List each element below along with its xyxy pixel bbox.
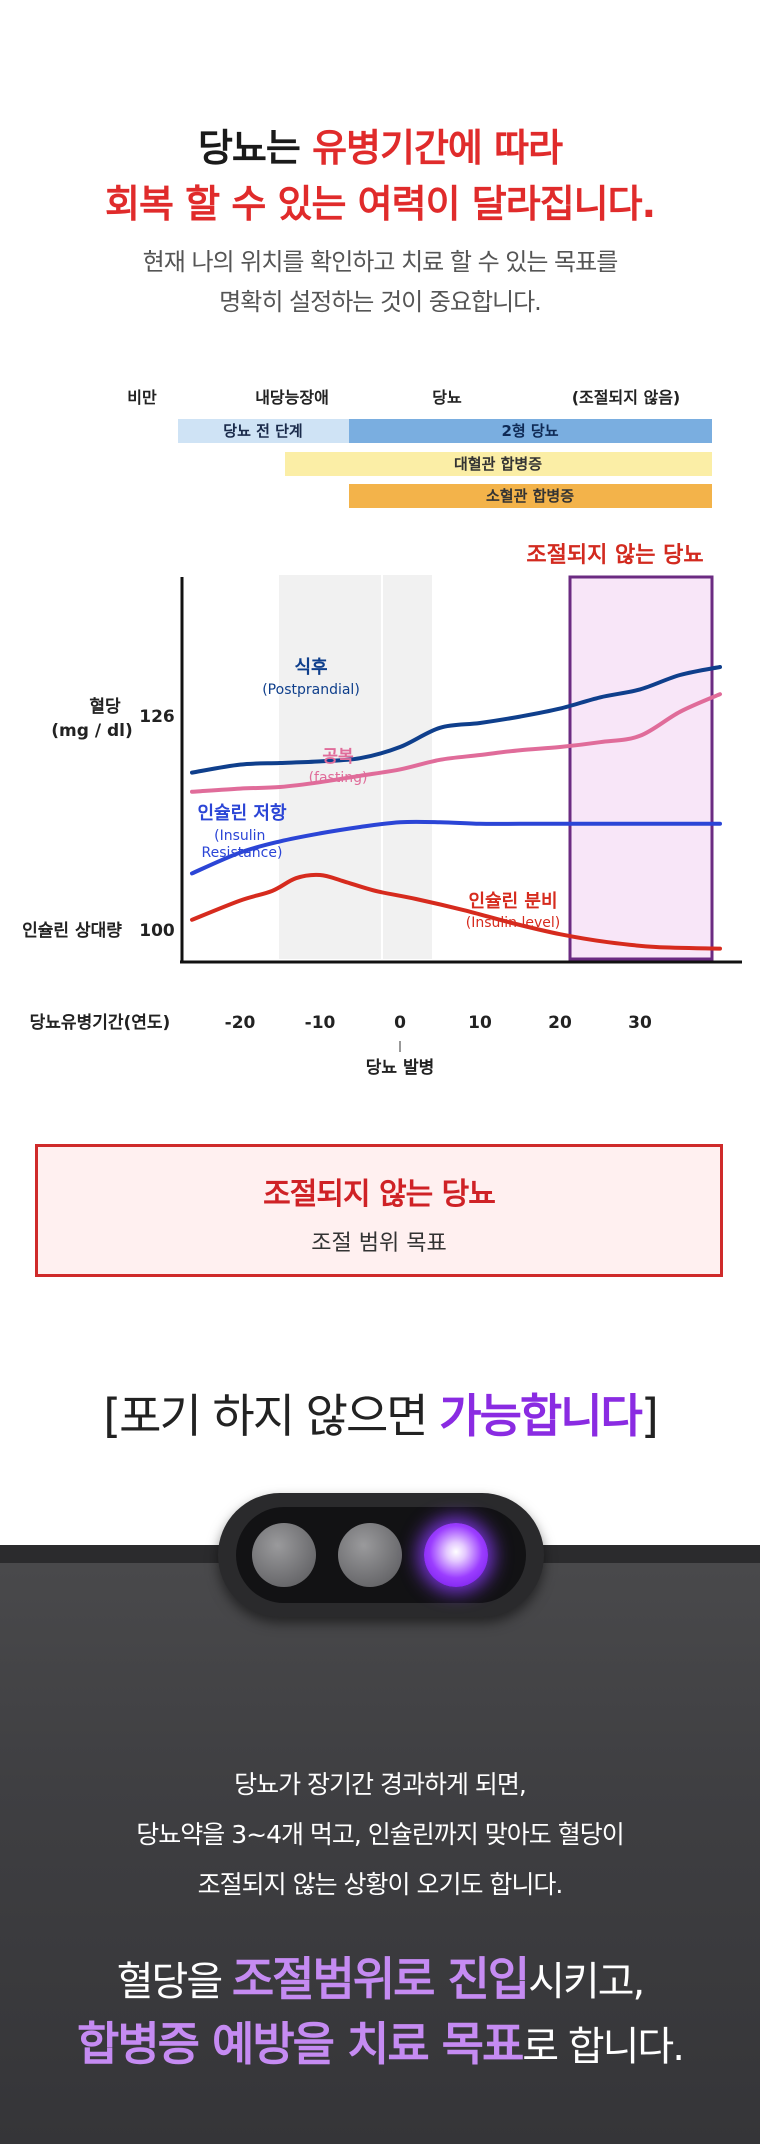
series-line-resistance bbox=[190, 819, 722, 876]
series-label-resistance: 인슐린 저항 bbox=[197, 803, 287, 824]
slogan-highlight: 가능합니다 bbox=[439, 1389, 643, 1443]
final-line-1: 혈당을 조절범위로 진입시키고, bbox=[0, 1948, 760, 2013]
goal-subtitle: 조절 범위 목표 bbox=[311, 1231, 447, 1256]
y-label-glucose-1: 혈당 bbox=[89, 696, 121, 717]
x-tick-label: 30 bbox=[628, 1013, 652, 1033]
hero-title-line2: 회복 할 수 있는 여력이 달라집니다. bbox=[104, 182, 656, 226]
diabetes-progression-chart: 비만 내당능장애 당뇨 (조절되지 않음) 당뇨 전 단계 2형 당뇨 대혈관 … bbox=[22, 388, 742, 1078]
uncontrolled-highlight-label: 조절되지 않는 당뇨 bbox=[526, 543, 703, 568]
goal-title: 조절되지 않는 당뇨 bbox=[263, 1177, 496, 1212]
stage-header-obesity: 비만 bbox=[127, 388, 157, 407]
hero-section: 당뇨는 유병기간에 따라 회복 할 수 있는 여력이 달라집니다. 현재 나의 … bbox=[0, 120, 760, 322]
series-label-fasting: 공복 bbox=[322, 747, 354, 767]
traffic-light-housing bbox=[236, 1507, 526, 1603]
uncontrolled-highlight-box bbox=[568, 575, 714, 961]
y-value-126: 126 bbox=[139, 707, 175, 727]
series-label-fasting-en: (fasting) bbox=[309, 770, 368, 786]
x-tick-label: -10 bbox=[305, 1013, 336, 1033]
band-igt bbox=[279, 575, 381, 959]
series-label-resistance-en-1: (Insulin bbox=[214, 828, 265, 844]
x-tick-label: 10 bbox=[468, 1013, 492, 1033]
stage-bar-type2-label: 2형 당뇨 bbox=[501, 422, 558, 440]
stage-header-uncontrolled: (조절되지 않음) bbox=[572, 388, 681, 407]
final-line-2-tail: 로 합니다. bbox=[522, 2024, 685, 2070]
dark-line-1: 당뇨가 장기간 경과하게 되면, bbox=[234, 1770, 527, 1799]
hero-subtitle-line1: 현재 나의 위치를 확인하고 치료 할 수 있는 목표를 bbox=[142, 248, 619, 276]
y-label-glucose: 혈당 (mg / dl) bbox=[51, 696, 132, 741]
final-line-2: 합병증 예방을 치료 목표로 합니다. bbox=[0, 2013, 760, 2078]
series-label-resistance-en: (Insulin Resistance) bbox=[202, 828, 283, 861]
final-statement: 혈당을 조절범위로 진입시키고, 합병증 예방을 치료 목표로 합니다. bbox=[0, 1948, 760, 2078]
dark-line-3: 조절되지 않는 상황이 오기도 합니다. bbox=[197, 1870, 564, 1899]
final-line-1-plain: 혈당을 bbox=[116, 1959, 232, 2005]
x-tick-labels: -20 -10 0 10 20 30 bbox=[225, 1013, 652, 1033]
series-label-postprandial: 식후 bbox=[294, 657, 327, 678]
stage-bar-microvascular-label: 소혈관 합병증 bbox=[486, 487, 574, 505]
slogan-suffix: ] bbox=[640, 1389, 659, 1443]
series-label-insulin: 인슐린 분비 bbox=[468, 891, 557, 912]
hero-subtitle: 현재 나의 위치를 확인하고 치료 할 수 있는 목표를 명확히 설정하는 것이… bbox=[0, 242, 760, 322]
x-axis-label: 당뇨유병기간(연도) bbox=[30, 1013, 171, 1033]
dark-section-body: 당뇨가 장기간 경과하게 되면, 당뇨약을 3~4개 먹고, 인슐린까지 맞아도… bbox=[0, 1760, 760, 1910]
y-value-100: 100 bbox=[139, 921, 175, 941]
goal-box: 조절되지 않는 당뇨 조절 범위 목표 bbox=[35, 1144, 723, 1277]
series-line-insulin bbox=[190, 872, 722, 951]
traffic-lamp-off-1 bbox=[252, 1523, 316, 1587]
traffic-light bbox=[218, 1493, 544, 1617]
stage-bar-macrovascular-label: 대혈관 합병증 bbox=[454, 455, 542, 473]
onset-marker-label: 당뇨 발병 bbox=[366, 1058, 434, 1078]
stage-bar-microvascular bbox=[349, 484, 712, 508]
series-label-insulin-en: (Insulin level) bbox=[466, 915, 561, 931]
hero-title: 당뇨는 유병기간에 따라 회복 할 수 있는 여력이 달라집니다. bbox=[0, 120, 760, 232]
y-label-insulin: 인슐린 상대량 bbox=[22, 921, 122, 941]
stage-bar-prediabetes-label: 당뇨 전 단계 bbox=[223, 422, 302, 440]
series-line-fasting bbox=[190, 692, 722, 794]
hero-title-dark: 당뇨는 bbox=[197, 126, 313, 170]
stage-bar-macrovascular bbox=[285, 452, 712, 476]
traffic-lamp-off-2 bbox=[338, 1523, 402, 1587]
hero-title-red: 유병기간에 따라 bbox=[312, 126, 563, 170]
final-line-2-highlight: 합병증 예방을 치료 목표 bbox=[77, 2017, 524, 2071]
final-line-1-tail: 시키고, bbox=[528, 1959, 645, 2005]
series-label-resistance-en-2: Resistance) bbox=[202, 845, 283, 861]
x-tick-label: -20 bbox=[225, 1013, 256, 1033]
series-layer bbox=[190, 665, 722, 951]
slogan: [포기 하지 않으면 가능합니다] bbox=[0, 1380, 760, 1446]
stage-header-igt: 내당능장애 bbox=[255, 388, 329, 407]
dark-section bbox=[0, 1545, 760, 2144]
y-label-glucose-2: (mg / dl) bbox=[51, 721, 132, 741]
series-line-postprandial bbox=[190, 665, 722, 775]
traffic-lamp-lit bbox=[424, 1523, 488, 1587]
stage-bar-prediabetes bbox=[178, 419, 349, 443]
stage-header-diabetes: 당뇨 bbox=[432, 388, 462, 407]
x-tick-label: 0 bbox=[394, 1013, 406, 1033]
slogan-prefix: [포기 하지 않으면 bbox=[103, 1389, 440, 1443]
x-tick-label: 20 bbox=[548, 1013, 572, 1033]
stage-bar-type2 bbox=[349, 419, 712, 443]
dark-line-2: 당뇨약을 3~4개 먹고, 인슐린까지 맞아도 혈당이 bbox=[136, 1820, 624, 1849]
hero-subtitle-line2: 명확히 설정하는 것이 중요합니다. bbox=[219, 288, 542, 316]
series-label-postprandial-en: (Postprandial) bbox=[262, 682, 360, 698]
final-line-1-highlight: 조절범위로 진입 bbox=[231, 1952, 530, 2006]
